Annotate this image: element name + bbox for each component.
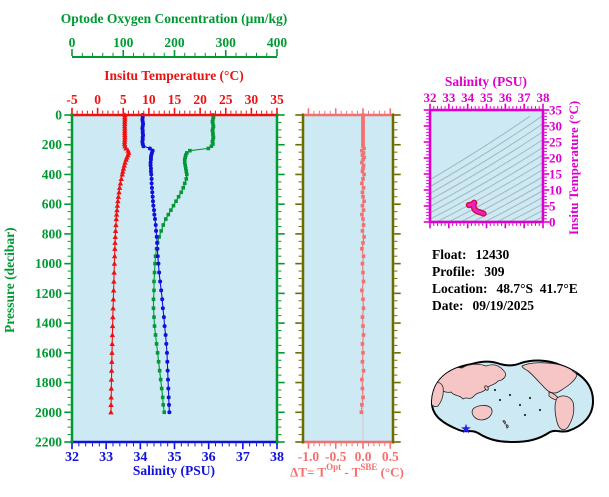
tick-label: 0	[94, 92, 101, 107]
tick-label: 1000	[35, 256, 62, 271]
oxygen-axis-title: Optode Oxygen Concentration (µm/kg)	[60, 11, 288, 26]
date-info-row: Date: 09/19/2025	[432, 297, 578, 314]
ts-temperature-axis-title: Insitu Temperature (°C)	[566, 100, 581, 236]
tick-label: 1200	[35, 286, 62, 301]
tick-label: 33	[442, 90, 456, 105]
dt-title-pre: ΔT= T	[290, 464, 327, 480]
salinity-axis-title: Salinity (PSU)	[132, 463, 216, 478]
tick-label: 34	[461, 90, 475, 105]
map-landmasses	[431, 362, 585, 431]
tick-label: 35	[270, 92, 284, 107]
profile-info-row: Profile: 309	[432, 263, 578, 280]
dt-title-post: (°C)	[377, 464, 404, 480]
tick-label: 36	[202, 450, 216, 465]
tick-label: 800	[42, 226, 63, 241]
temperature-axis-title: Insitu Temperature (°C)	[104, 68, 244, 83]
date-label: Date:	[432, 298, 464, 313]
isopycnal-contours	[430, 115, 543, 222]
tick-label: 1800	[35, 375, 62, 390]
tick-label: 200	[42, 137, 63, 152]
tick-label: 100	[113, 35, 134, 50]
float-value: 12430	[475, 247, 510, 262]
tick-label: 10	[142, 92, 156, 107]
tick-label: 15	[168, 92, 182, 107]
tick-label: 600	[42, 197, 63, 212]
date-value: 09/19/2025	[472, 298, 534, 313]
tick-label: 20	[193, 92, 207, 107]
tick-label: 37	[236, 450, 250, 465]
tick-label: 2200	[35, 435, 62, 450]
tick-label: 25	[549, 135, 563, 150]
tick-label: 0	[69, 35, 76, 50]
tick-label: 35	[549, 103, 563, 118]
main-profile-plot: -5 0 5 10 15 20 25 30 35 32 33 34 35 36 37 38 0 200 400 600…	[35, 92, 285, 465]
pressure-axis-title: Pressure (decibar)	[2, 227, 17, 333]
tick-label: 30	[245, 92, 259, 107]
tick-label: -1.0	[298, 449, 320, 464]
tick-label: 0.5	[382, 449, 399, 464]
tick-label: 400	[267, 35, 288, 50]
tick-label: 15	[549, 167, 563, 182]
tick-label: -0.5	[325, 449, 347, 464]
tick-label: 37	[518, 90, 532, 105]
oxygen-axis: 0 100 200 300 400	[69, 35, 288, 58]
tick-label: 32	[424, 90, 437, 105]
delta-t-axis-title: ΔT= TOpt - TSBE (°C)	[283, 462, 411, 480]
tick-label: 33	[99, 450, 113, 465]
tick-label: 0.0	[355, 449, 372, 464]
float-info-block: Float: 12430 Profile: 309 Location: 48.7°S …	[432, 246, 578, 314]
tick-label: 36	[499, 90, 513, 105]
tick-label: 5	[120, 92, 127, 107]
tick-label: 38	[270, 450, 284, 465]
ts-salinity-axis-title: Salinity (PSU)	[444, 74, 528, 89]
location-value: 48.7°S 41.7°E	[496, 281, 578, 296]
dt-title-mid: - T	[341, 464, 361, 480]
tick-label: 400	[42, 167, 63, 182]
tick-label: -5	[66, 92, 77, 107]
tick-label: 0	[55, 108, 62, 123]
location-label: Location:	[432, 281, 488, 296]
tick-label: 35	[168, 450, 182, 465]
tick-label: 1400	[35, 316, 62, 331]
tick-label: 0	[549, 215, 556, 230]
tick-label: 200	[164, 35, 185, 50]
float-label: Float:	[432, 247, 467, 262]
tick-label: 34	[133, 450, 147, 465]
tick-label: 1600	[35, 345, 62, 360]
world-map	[430, 359, 595, 444]
tick-label: 20	[549, 151, 562, 166]
profile-value: 309	[484, 264, 505, 279]
profile-label: Profile:	[432, 264, 476, 279]
float-location-star	[461, 423, 471, 434]
tick-label: 25	[219, 92, 233, 107]
ts-profile-curve	[465, 199, 487, 217]
tick-label: 30	[549, 119, 562, 134]
tick-label: 300	[216, 35, 237, 50]
tick-label: 10	[549, 183, 562, 198]
delta-t-plot: -1.0 -0.5 0.0 0.5	[295, 108, 401, 464]
dt-title-sup-opt: Opt	[326, 462, 342, 472]
tick-label: 35	[480, 90, 494, 105]
tick-label: 38	[537, 90, 551, 105]
tick-label: 5	[549, 199, 556, 214]
dt-title-sup-sbe: SBE	[360, 462, 378, 472]
tick-label: 2000	[35, 405, 62, 420]
tick-label: 32	[65, 450, 79, 465]
float-info-row: Float: 12430	[432, 246, 578, 263]
location-info-row: Location: 48.7°S 41.7°E	[432, 280, 578, 297]
